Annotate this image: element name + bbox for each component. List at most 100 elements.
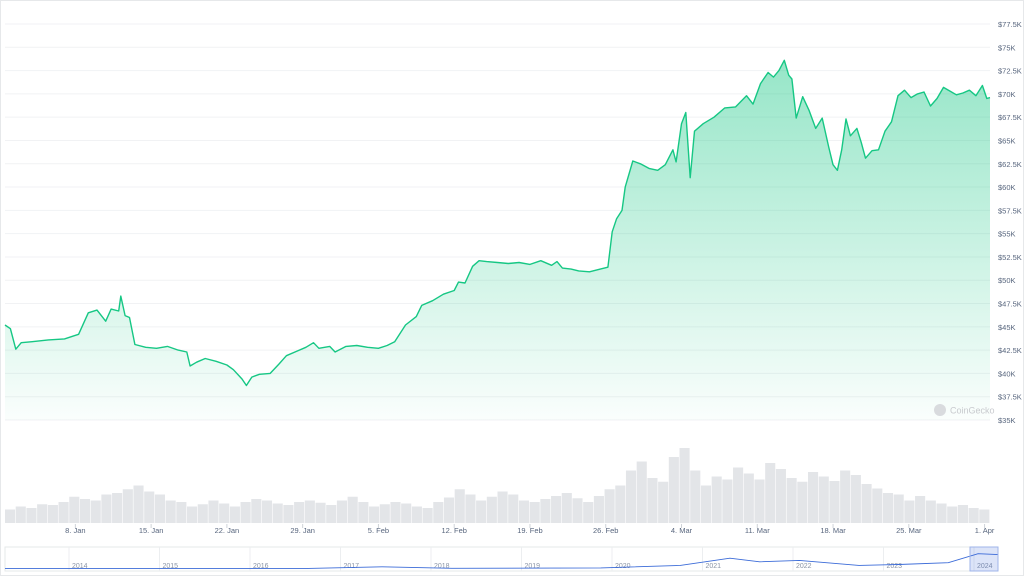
volume-bar [583, 502, 594, 523]
volume-bar [390, 502, 401, 523]
volume-bar [272, 503, 283, 523]
volume-bar [251, 499, 262, 523]
volume-bar [850, 475, 861, 523]
x-tick-label: 8. Jan [65, 526, 85, 535]
volume-bar [647, 478, 658, 523]
volume-bar [101, 494, 112, 523]
volume-bar [347, 496, 358, 523]
volume-bar [283, 505, 294, 523]
y-tick-label: $50K [998, 276, 1016, 285]
volume-bar [208, 500, 219, 523]
volume-bar [465, 494, 476, 523]
volume-bar [658, 481, 669, 523]
y-tick-label: $65K [998, 136, 1016, 145]
navigator-year-label: 2022 [796, 563, 812, 570]
volume-bar [936, 503, 947, 523]
x-tick-label: 1. Apr [975, 526, 995, 535]
volume-bar [668, 457, 679, 523]
y-tick-label: $62.5K [998, 160, 1022, 169]
navigator-selection[interactable] [969, 546, 999, 572]
volume-bar [540, 499, 551, 523]
volume-bar [401, 503, 412, 523]
y-axis: $35K $37.5K $40K $42.5K $45K $47.5K $50K $52.5K… [998, 20, 1022, 425]
volume-bar [925, 500, 936, 523]
volume-bar [797, 481, 808, 523]
volume-bars [5, 448, 990, 523]
volume-bar [358, 502, 369, 523]
volume-bar [37, 504, 48, 523]
volume-bar [872, 488, 883, 523]
x-tick-label: 26. Feb [593, 526, 618, 535]
navigator-year-label: 2024 [977, 563, 993, 570]
y-tick-label: $52.5K [998, 253, 1022, 262]
x-axis: 8. Jan 15. Jan 22. Jan 29. Jan 5. Feb 12. Feb… [65, 524, 995, 535]
volume-bar [15, 506, 26, 523]
volume-bar [5, 509, 16, 523]
navigator-track [4, 546, 999, 572]
volume-bar [807, 472, 819, 523]
volume-bar [765, 463, 776, 523]
y-tick-label: $40K [998, 369, 1016, 378]
y-tick-label: $72.5K [998, 67, 1022, 76]
volume-bar [711, 476, 722, 523]
x-tick-label: 4. Mar [671, 526, 693, 535]
volume-bar [154, 494, 165, 523]
volume-bar [733, 467, 744, 523]
y-tick-label: $60K [998, 183, 1016, 192]
volume-bar [219, 503, 230, 523]
navigator-year-label: 2020 [615, 563, 631, 570]
x-tick-label: 25. Mar [896, 526, 922, 535]
volume-bar [497, 491, 508, 523]
volume-bar [336, 500, 348, 523]
x-tick-label: 22. Jan [215, 526, 240, 535]
volume-bar [904, 500, 915, 523]
volume-bar [818, 476, 829, 523]
navigator-year-label: 2015 [163, 563, 179, 570]
y-tick-label: $70K [998, 90, 1016, 99]
y-tick-label: $45K [998, 323, 1016, 332]
y-tick-label: $37.5K [998, 393, 1022, 402]
volume-bar [133, 485, 144, 523]
volume-bar [561, 493, 572, 523]
x-tick-label: 18. Mar [820, 526, 846, 535]
y-tick-label: $55K [998, 230, 1016, 239]
volume-bar [411, 506, 422, 523]
volume-bar [26, 508, 37, 523]
navigator-year-label: 2017 [344, 563, 360, 570]
watermark-text: CoinGecko [950, 406, 995, 416]
volume-bar [979, 509, 990, 523]
volume-bar [165, 500, 176, 523]
volume-bar [786, 478, 797, 523]
volume-bar [197, 504, 208, 523]
volume-bar [604, 489, 615, 523]
volume-bar [112, 493, 123, 523]
volume-bar [58, 502, 69, 523]
y-tick-label: $67.5K [998, 113, 1022, 122]
x-tick-label: 15. Jan [139, 526, 164, 535]
volume-bar [518, 500, 530, 523]
watermark: CoinGecko [934, 404, 995, 416]
volume-bar [476, 500, 487, 523]
volume-bar [636, 461, 647, 523]
navigator-year-label: 2014 [72, 563, 88, 570]
volume-bar [122, 489, 133, 523]
volume-bar [326, 505, 337, 523]
volume-bar [422, 508, 433, 523]
volume-bar [840, 470, 851, 523]
volume-bar [176, 502, 187, 523]
navigator-year-label: 2019 [525, 563, 541, 570]
price-line [4, 59, 991, 387]
volume-bar [369, 506, 380, 523]
volume-bar [829, 481, 840, 523]
volume-bar [775, 469, 786, 523]
x-tick-label: 12. Feb [441, 526, 466, 535]
volume-bar [79, 499, 91, 523]
volume-bar [593, 496, 604, 523]
range-navigator[interactable]: 2014 2015 2016 2017 2018 2019 2020 2021 2022 2023… [4, 546, 999, 572]
volume-bar [443, 497, 455, 523]
volume-bar [893, 494, 904, 523]
y-tick-label: $77.5K [998, 20, 1022, 29]
volume-bar [486, 496, 497, 523]
y-tick-label: $35K [998, 416, 1016, 425]
